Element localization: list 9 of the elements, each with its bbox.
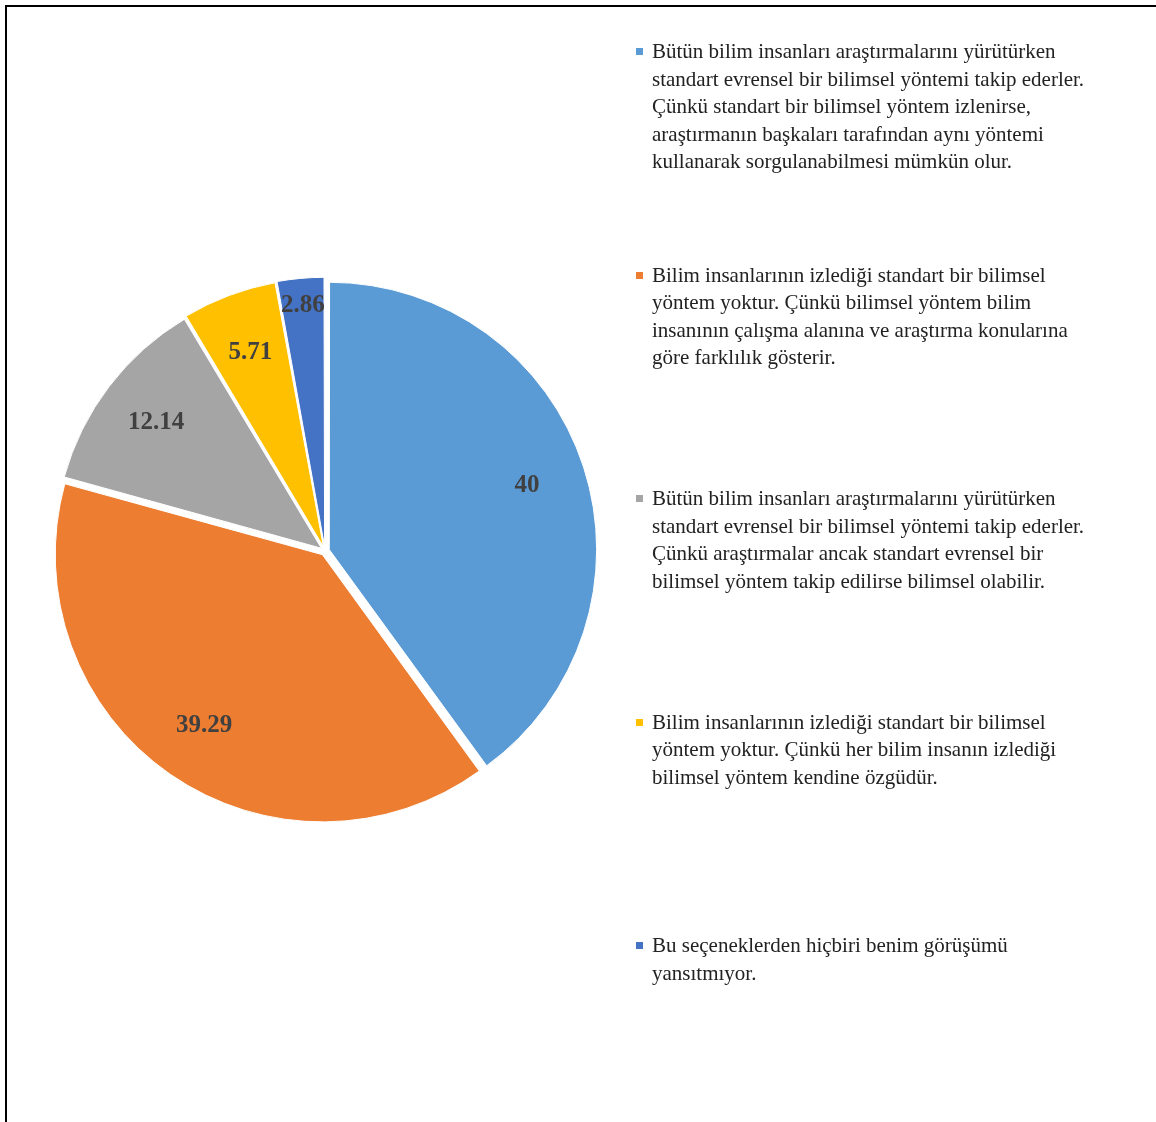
legend-label: Bu seçeneklerden hiçbiri benim görüşümü yansıtmıyor. <box>652 932 1009 987</box>
legend-label: Bilim insanlarının izlediği standart bir bilimsel yöntem yoktur. Çünkü bilimsel yöntem bilim insanının çalışma alanına ve araştırma konularına göre farklılık gösterir. <box>652 261 1069 371</box>
data-label: 40 <box>514 469 540 497</box>
legend-label: Bilim insanlarının izlediği standart bir bilimsel yöntem yoktur. Çünkü her bilim insanın izlediği bilimsel yöntem kendine özgüdür. <box>652 708 1058 791</box>
legend-label: Bütün bilim insanları araştırmalarını yürütürken standart evrensel bir bilimsel yöntemi takip ederler. Çünkü araştırmalar ancak standart evrensel bir bilimsel yöntem takip edilirse bilimsel olabilir. <box>652 485 1086 595</box>
legend-label: Bütün bilim insanları araştırmalarını yürütürken standart evrensel bir bilimsel yöntemi takip ederler. Çünkü standart bir bilimsel yöntem izlenirse, araştırmanın başkaları tarafından aynı yöntemi kullanarak sorgulanabilmesi mümkün olur. <box>652 38 1086 175</box>
data-label: 5.71 <box>228 336 273 364</box>
data-label: 39.29 <box>175 710 233 738</box>
data-label: 12.14 <box>127 406 185 434</box>
